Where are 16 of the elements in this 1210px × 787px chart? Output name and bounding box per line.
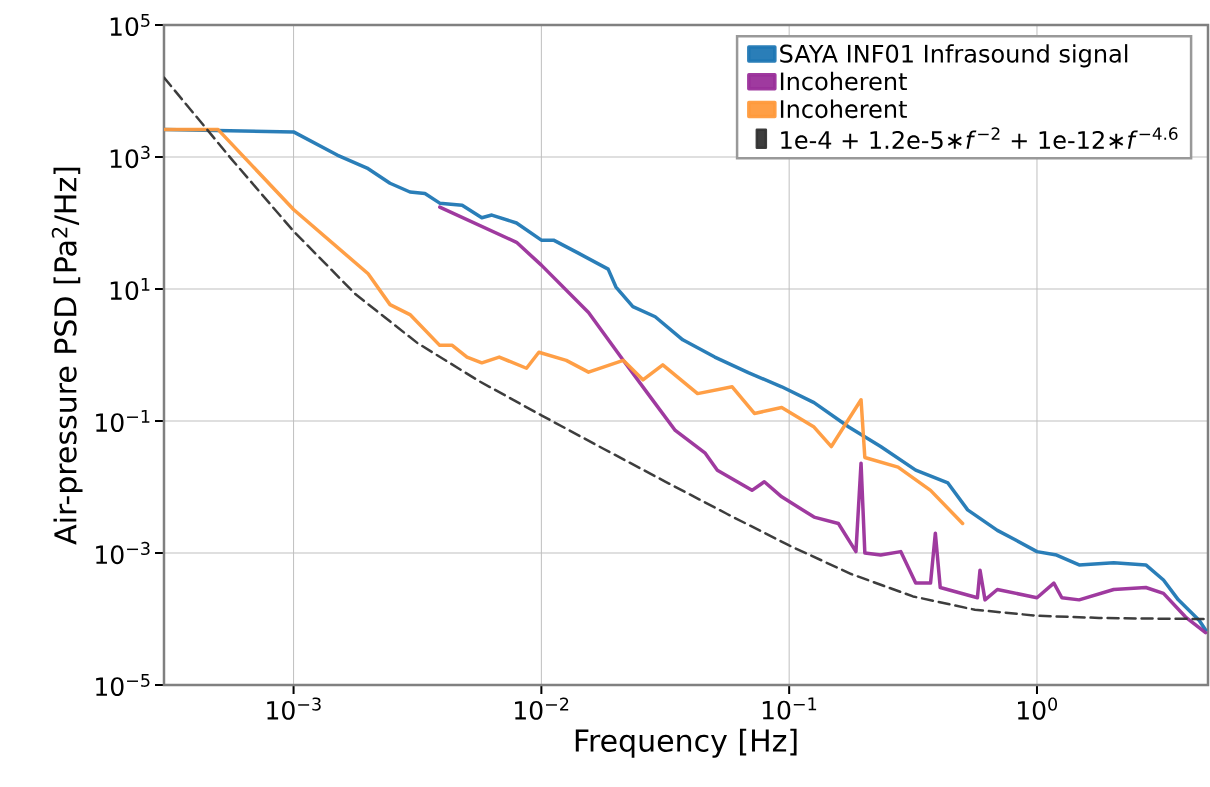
legend-label: Incoherent	[780, 99, 907, 119]
x-tick-label: 10$^{0}$	[1018, 697, 1058, 720]
x-tick-label: 10$^{−2}$	[515, 697, 569, 720]
x-tick-label: 10$^{−1}$	[762, 697, 817, 720]
y-tick-label: 10$^{5}$	[110, 13, 150, 37]
y-tick-label: 10$^{−1}$	[96, 409, 150, 433]
legend-label: Incoherent	[780, 71, 907, 91]
x-axis-title: Frequency [Hz]	[575, 728, 797, 758]
x-tick-label: 10$^{−3}$	[267, 697, 321, 720]
y-tick-label: 10$^{−3}$	[96, 541, 150, 565]
legend-label: SAYA INF01 Infrasound signal	[780, 44, 1128, 68]
y-tick-label: 10$^{−5}$	[96, 673, 150, 697]
y-axis-title: Air-pressure PSD [Pa$^{2}$/Hz]	[51, 167, 83, 545]
y-tick-label: 10$^{1}$	[110, 277, 150, 301]
legend-label: 1e-4 + 1.2e-5∗f$^{−2}$ + 1e-12∗f$^{−4.6}$	[781, 127, 1178, 150]
y-tick-label: 10$^{3}$	[110, 145, 150, 169]
